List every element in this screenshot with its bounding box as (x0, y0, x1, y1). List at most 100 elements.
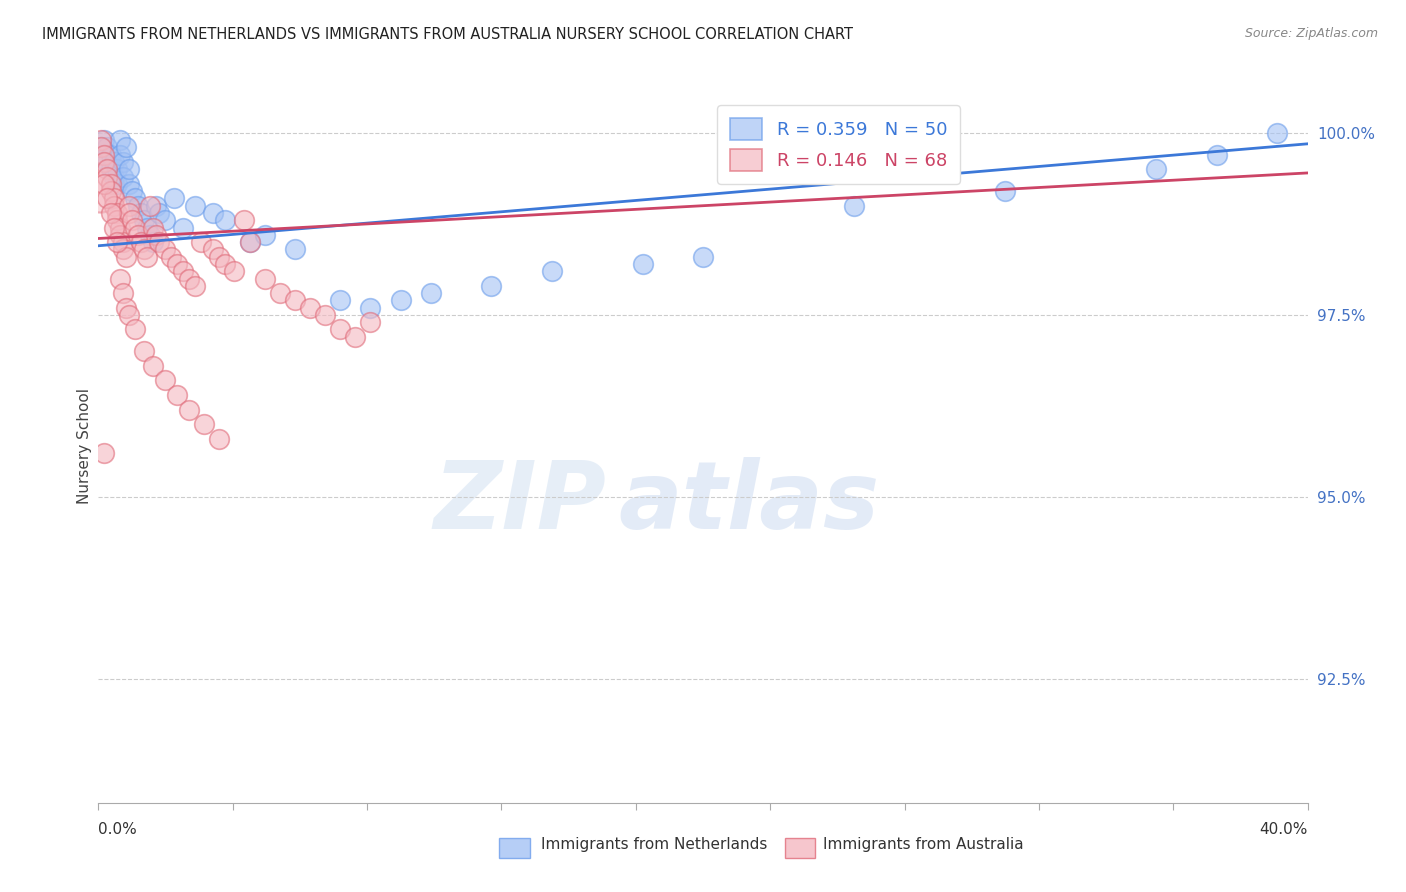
Point (111, 286, 134, 301)
Point (108, 271, 131, 285)
Point (139, 227, 162, 242)
Point (96, 169, 118, 184)
Point (177, 402, 201, 417)
Point (108, 220, 131, 235)
Point (105, 177, 128, 191)
Point (145, 199, 167, 213)
Y-axis label: Nursery School: Nursery School (77, 388, 91, 504)
Point (844, 199, 866, 213)
Point (284, 293, 307, 308)
Point (163, 191, 186, 205)
Point (148, 235, 170, 249)
Text: 40.0%: 40.0% (1260, 822, 1308, 837)
Point (103, 199, 125, 213)
Point (160, 250, 183, 264)
Point (108, 147, 131, 161)
Point (90, 133, 112, 147)
Point (177, 271, 201, 285)
Point (540, 264, 562, 278)
Point (132, 344, 155, 359)
Point (214, 257, 236, 271)
Point (1265, 126, 1288, 140)
Point (127, 199, 149, 213)
Point (190, 235, 212, 249)
Point (89, 180, 111, 194)
Point (132, 243, 155, 257)
Point (96, 155, 118, 169)
Point (114, 250, 136, 264)
Point (100, 177, 122, 191)
Point (224, 264, 246, 278)
Point (96, 162, 118, 177)
Point (314, 308, 336, 322)
Point (269, 286, 291, 301)
Point (93, 147, 115, 161)
Point (105, 235, 128, 249)
Text: Immigrants from Australia: Immigrants from Australia (823, 838, 1024, 852)
Point (153, 213, 176, 227)
Point (208, 250, 231, 264)
Point (124, 191, 146, 205)
Point (124, 220, 146, 235)
Point (239, 235, 262, 249)
Point (118, 308, 141, 322)
Point (108, 133, 131, 147)
Point (111, 243, 134, 257)
Point (93, 446, 115, 460)
Point (692, 250, 714, 264)
Point (142, 359, 165, 373)
Text: ZIP: ZIP (433, 457, 606, 549)
Point (139, 199, 162, 213)
Point (202, 243, 225, 257)
Point (172, 264, 194, 278)
Point (114, 140, 136, 154)
Point (135, 220, 157, 235)
Point (103, 155, 125, 169)
Point (284, 243, 307, 257)
Text: Immigrants from Netherlands: Immigrants from Netherlands (541, 838, 768, 852)
Point (100, 184, 122, 198)
Point (208, 432, 231, 446)
Text: IMMIGRANTS FROM NETHERLANDS VS IMMIGRANTS FROM AUSTRALIA NURSERY SCHOOL CORRELAT: IMMIGRANTS FROM NETHERLANDS VS IMMIGRANT… (42, 27, 853, 42)
Point (118, 199, 141, 213)
Point (105, 213, 128, 227)
Point (344, 330, 367, 344)
Point (166, 388, 188, 402)
Point (172, 220, 194, 235)
Point (129, 235, 152, 249)
Point (184, 278, 207, 293)
Point (93, 147, 115, 161)
Point (631, 257, 654, 271)
Point (96, 191, 118, 205)
Point (111, 155, 134, 169)
Point (481, 278, 503, 293)
Text: 0.0%: 0.0% (98, 822, 138, 837)
Point (90, 140, 112, 154)
Point (103, 220, 125, 235)
Point (111, 169, 134, 184)
Point (103, 191, 125, 205)
Point (118, 162, 141, 177)
Point (299, 301, 322, 315)
Point (142, 235, 165, 249)
Point (360, 315, 382, 329)
Point (360, 301, 382, 315)
Point (121, 213, 143, 227)
Point (114, 301, 136, 315)
Point (253, 271, 276, 285)
Point (100, 206, 122, 220)
Point (135, 250, 157, 264)
Point (202, 206, 225, 220)
Point (419, 286, 441, 301)
Point (994, 184, 1017, 198)
Point (127, 227, 149, 242)
Point (153, 243, 176, 257)
Point (145, 227, 167, 242)
Point (153, 374, 176, 388)
Point (121, 184, 143, 198)
Point (166, 257, 188, 271)
Point (1144, 162, 1167, 177)
Point (93, 133, 115, 147)
Point (118, 206, 141, 220)
Point (100, 147, 122, 161)
